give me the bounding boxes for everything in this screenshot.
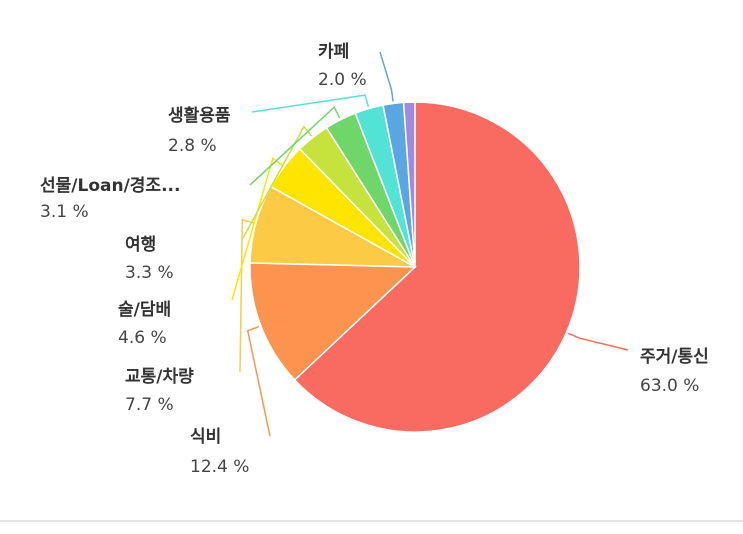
leader-line xyxy=(251,94,370,113)
slice-label: 교통/차량 xyxy=(125,367,194,387)
value-label: 2.8 % xyxy=(168,136,217,156)
value-label: 63.0 % xyxy=(640,376,699,396)
value-label: 12.4 % xyxy=(190,457,249,477)
value-label: 2.0 % xyxy=(318,70,367,90)
pie-slice xyxy=(249,262,417,382)
slice-label: 식비 xyxy=(190,427,221,447)
leader-line xyxy=(567,332,629,351)
leader-line xyxy=(231,156,283,301)
slice-label: 술/담배 xyxy=(118,300,171,320)
leader-line xyxy=(246,325,271,437)
slice-label: 여행 xyxy=(125,235,156,255)
pie-slice xyxy=(293,101,581,433)
value-label: 3.1 % xyxy=(40,202,89,222)
leader-line xyxy=(249,106,341,186)
leader-line xyxy=(242,125,312,239)
pie-slice xyxy=(402,101,416,268)
slice-label: 선물/Loan/경조... xyxy=(40,176,180,196)
value-label: 7.7 % xyxy=(125,395,174,415)
value-label: 3.3 % xyxy=(125,263,174,283)
leader-line xyxy=(379,51,394,102)
slice-label: 생활용품 xyxy=(168,105,231,126)
slice-label: 카페 xyxy=(318,42,349,62)
leader-line xyxy=(239,218,255,373)
value-label: 4.6 % xyxy=(118,328,167,348)
slice-label: 주거/통신 xyxy=(640,347,709,367)
